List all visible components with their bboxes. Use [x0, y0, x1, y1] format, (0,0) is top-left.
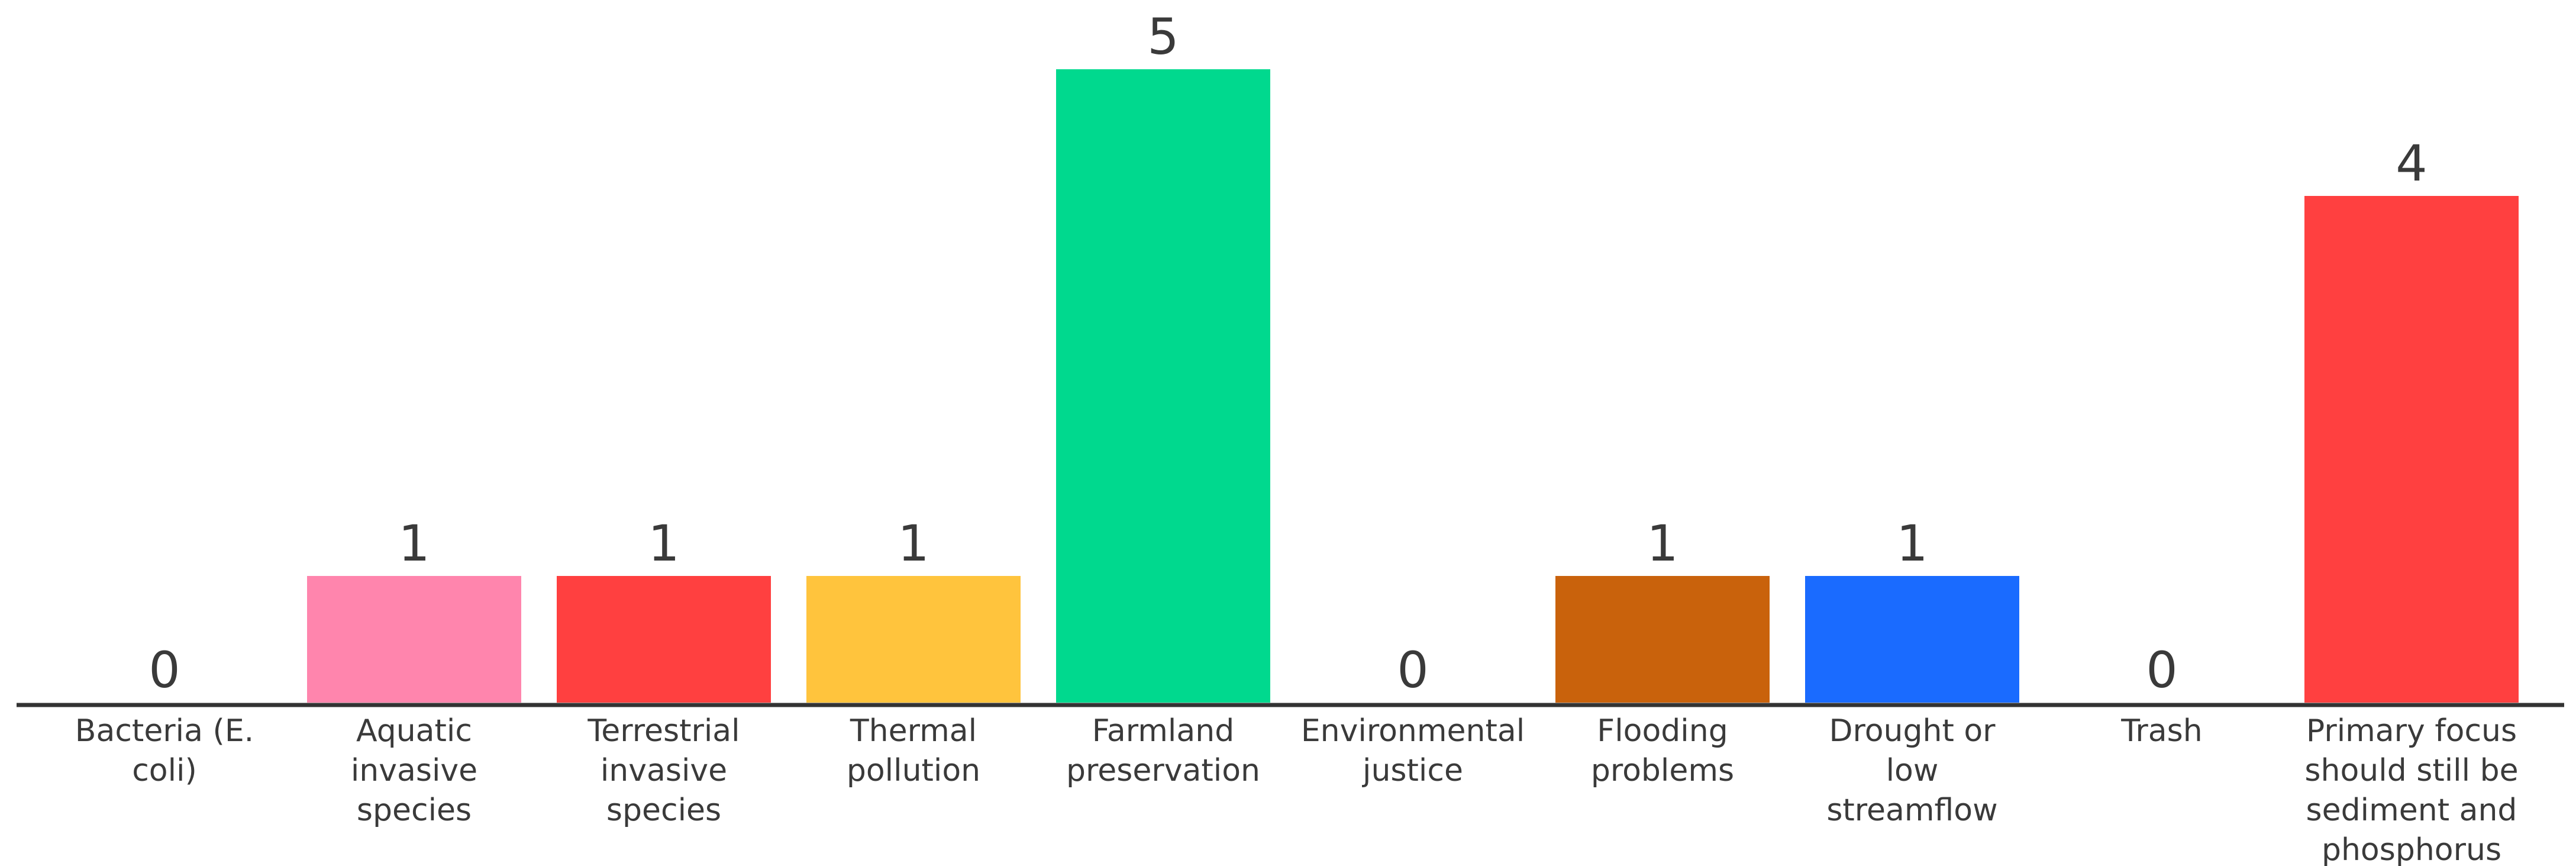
label-line: problems	[1591, 753, 1734, 788]
label-line: species	[606, 793, 721, 828]
label-line: Terrestrial	[587, 713, 740, 749]
x-tick-label: Bacteria (E. coli)	[75, 713, 254, 788]
bar	[806, 576, 1021, 703]
label-line: Flooding	[1597, 713, 1728, 749]
bar	[1805, 576, 2019, 703]
x-tick-label: Drought or low streamflow	[1826, 713, 1997, 828]
value-label: 1	[1896, 514, 1928, 572]
x-tick-label: Flooding problems	[1591, 713, 1734, 788]
value-label: 1	[398, 514, 430, 572]
label-line: Bacteria (E.	[75, 713, 254, 749]
bar	[2304, 196, 2519, 703]
label-line: preservation	[1066, 753, 1260, 788]
value-label: 0	[1397, 641, 1428, 699]
value-label: 0	[2146, 641, 2177, 699]
value-label: 1	[1647, 514, 1678, 572]
value-label: 5	[1147, 8, 1179, 66]
label-line: Environmental	[1301, 713, 1525, 749]
value-label: 1	[898, 514, 929, 572]
label-line: should still be	[2304, 753, 2518, 788]
x-tick-label: Farmland preservation	[1066, 713, 1260, 788]
x-tick-label: Trash	[2120, 713, 2202, 749]
x-tick-label: Primary focus should still be sediment and…	[2304, 713, 2518, 866]
label-line: invasive	[351, 753, 477, 788]
label-line: Trash	[2120, 713, 2202, 749]
bar	[307, 576, 521, 703]
value-label: 0	[149, 641, 180, 699]
x-tick-label: Environmental justice	[1301, 713, 1525, 788]
label-line: Drought or	[1829, 713, 1996, 749]
label-line: sediment and	[2306, 793, 2517, 828]
x-tick-label: Aquatic invasive species	[351, 713, 477, 828]
label-line: Thermal	[850, 713, 977, 749]
value-label: 1	[648, 514, 679, 572]
value-label: 4	[2396, 134, 2427, 192]
bar	[1056, 69, 1270, 703]
label-line: low	[1886, 753, 1939, 788]
label-line: species	[357, 793, 472, 828]
x-tick-label: Terrestrial invasive species	[587, 713, 740, 828]
label-line: Farmland	[1092, 713, 1234, 749]
label-line: justice	[1362, 753, 1463, 788]
label-line: Aquatic	[356, 713, 472, 749]
bar	[1555, 576, 1770, 703]
label-line: Primary focus	[2306, 713, 2517, 749]
bar	[557, 576, 771, 703]
x-tick-label: Thermal pollution	[847, 713, 980, 788]
label-line: coli)	[132, 753, 197, 788]
label-line: invasive	[601, 753, 727, 788]
label-line: phosphorus	[2322, 832, 2501, 866]
label-line: streamflow	[1826, 793, 1997, 828]
label-line: pollution	[847, 753, 980, 788]
